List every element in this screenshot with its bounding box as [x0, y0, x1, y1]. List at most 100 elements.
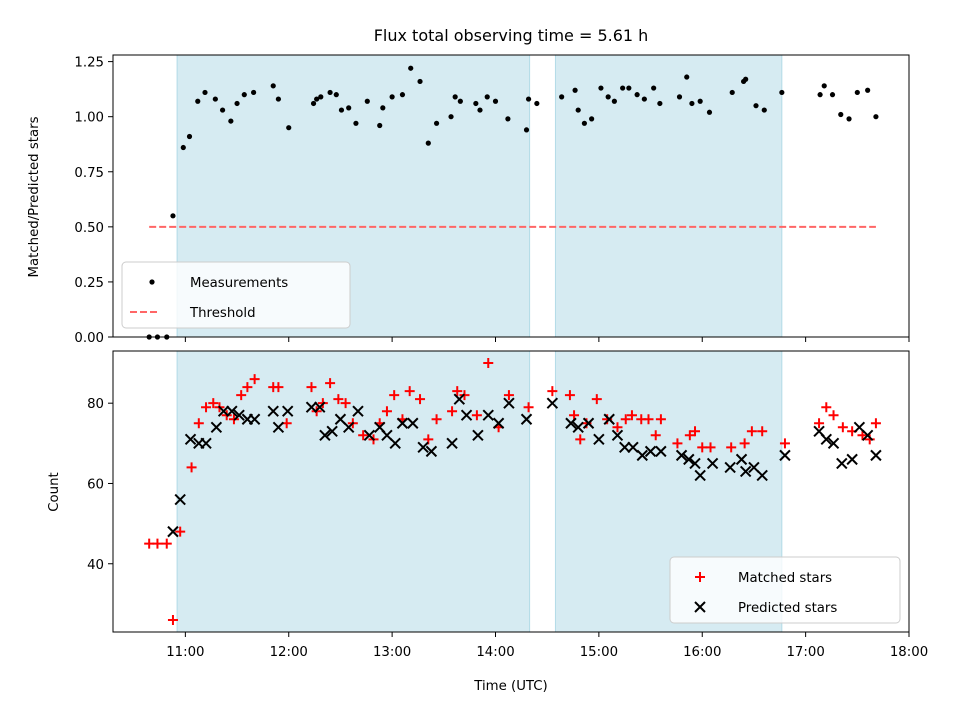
top-data-point: [534, 100, 540, 107]
top-data-point: [186, 133, 193, 140]
bottom-matched-point: [591, 394, 602, 405]
bottom-predicted-point: [846, 453, 858, 466]
top-data-point: [620, 85, 626, 91]
bottom-matched-point: [447, 406, 458, 417]
top-y-tick-label: 0.75: [74, 166, 104, 181]
bottom-predicted-point: [870, 449, 882, 462]
top-y-tick-label: 0.25: [74, 276, 104, 291]
bottom-predicted-point: [417, 441, 429, 454]
bottom-predicted-point: [184, 433, 197, 446]
bottom-predicted-point: [200, 437, 212, 450]
bottom-predicted-point: [396, 417, 409, 429]
bottom-y-tick-label: 80: [87, 397, 104, 412]
top-data-point: [310, 100, 317, 107]
bottom-legend-label: Matched stars: [738, 571, 832, 586]
bottom-y-tick-label: 40: [87, 558, 104, 573]
bottom-matched-point: [503, 390, 514, 401]
bottom-predicted-point: [756, 469, 768, 482]
bottom-x-tick-label: 15:00: [580, 645, 618, 660]
bottom-matched-point: [684, 430, 695, 441]
bottom-matched-point: [431, 414, 442, 425]
top-data-point: [743, 76, 749, 82]
bottom-predicted-point: [352, 405, 364, 417]
bottom-predicted-point: [603, 413, 615, 425]
top-data-point: [706, 109, 713, 115]
bottom-matched-point: [821, 402, 832, 413]
bottom-y-axis-label: Count: [47, 472, 62, 512]
top-data-point: [473, 100, 479, 107]
top-data-point: [477, 107, 483, 113]
top-data-point: [377, 122, 383, 129]
chart-title: Flux total observing time = 5.61 h: [374, 26, 649, 45]
bottom-matched-point: [208, 398, 219, 409]
top-data-point: [676, 94, 683, 100]
bottom-predicted-point: [820, 433, 833, 446]
bottom-predicted-point: [363, 429, 376, 442]
bottom-predicted-point: [724, 461, 736, 474]
bottom-predicted-point: [314, 401, 326, 413]
top-data-point: [829, 92, 836, 98]
top-legend-box: [121, 261, 351, 329]
bottom-x-tick-label: 17:00: [786, 645, 824, 660]
top-data-point: [779, 89, 785, 96]
top-legend: Measurements Threshold: [121, 261, 351, 329]
bottom-predicted-point: [593, 433, 605, 446]
top-data-point: [318, 94, 324, 100]
bottom-matched-point: [672, 438, 683, 449]
bottom-predicted-point: [210, 421, 223, 433]
top-data-point: [657, 100, 663, 107]
bottom-matched-point: [236, 390, 247, 401]
bottom-matched-point: [643, 414, 654, 425]
bottom-matched-point: [739, 438, 750, 449]
top-data-point: [353, 120, 359, 126]
bottom-matched-point: [471, 410, 482, 421]
bottom-predicted-point: [267, 405, 279, 417]
bottom-x-tick-label: 12:00: [270, 645, 308, 660]
bottom-matched-point: [620, 414, 631, 425]
top-data-point: [452, 94, 458, 100]
bottom-legend-label: Predicted stars: [738, 601, 837, 616]
top-data-point: [399, 92, 406, 98]
bottom-predicted-point: [836, 457, 848, 470]
top-data-point: [286, 125, 292, 131]
bottom-predicted-point: [619, 441, 631, 454]
bottom-matched-point: [726, 442, 737, 453]
bottom-matched-point: [612, 422, 623, 433]
bottom-matched-point: [547, 386, 558, 397]
bottom-matched-point: [333, 394, 344, 405]
bottom-matched-point: [358, 430, 369, 441]
top-data-point: [697, 98, 703, 104]
bottom-matched-point: [650, 430, 661, 441]
top-data-point: [838, 111, 844, 118]
bottom-predicted-point: [472, 429, 484, 442]
top-legend-label: Measurements: [190, 276, 288, 291]
bottom-predicted-point: [861, 429, 874, 442]
top-data-point: [611, 98, 617, 104]
top-data-point: [575, 107, 581, 113]
bottom-predicted-point: [492, 417, 505, 429]
bottom-matched-point: [404, 386, 415, 397]
bottom-matched-point: [452, 386, 463, 397]
top-y-tick-label: 1.25: [74, 56, 104, 71]
top-data-point: [433, 120, 440, 126]
bottom-predicted-point: [453, 393, 466, 405]
bottom-predicted-point: [644, 445, 657, 458]
bottom-matched-point: [690, 426, 701, 437]
top-data-point: [729, 89, 735, 96]
bottom-predicted-point: [503, 397, 515, 409]
top-data-point: [689, 100, 695, 107]
top-data-point: [817, 92, 823, 98]
ratio-panel: 0.00 0.25 0.50 0.75 1.00 1.25 Measurements Thre…: [74, 54, 910, 346]
bottom-predicted-point: [248, 413, 261, 425]
bottom-matched-point: [193, 418, 204, 429]
top-data-point: [250, 89, 257, 96]
top-data-point: [314, 96, 320, 102]
top-axes-frame: [112, 54, 910, 338]
bottom-matched-point: [757, 426, 768, 437]
top-data-point: [846, 116, 852, 122]
bottom-predicted-point: [689, 457, 701, 470]
bottom-predicted-point: [389, 437, 401, 450]
bottom-predicted-point: [636, 449, 648, 462]
bottom-predicted-point: [582, 417, 595, 429]
